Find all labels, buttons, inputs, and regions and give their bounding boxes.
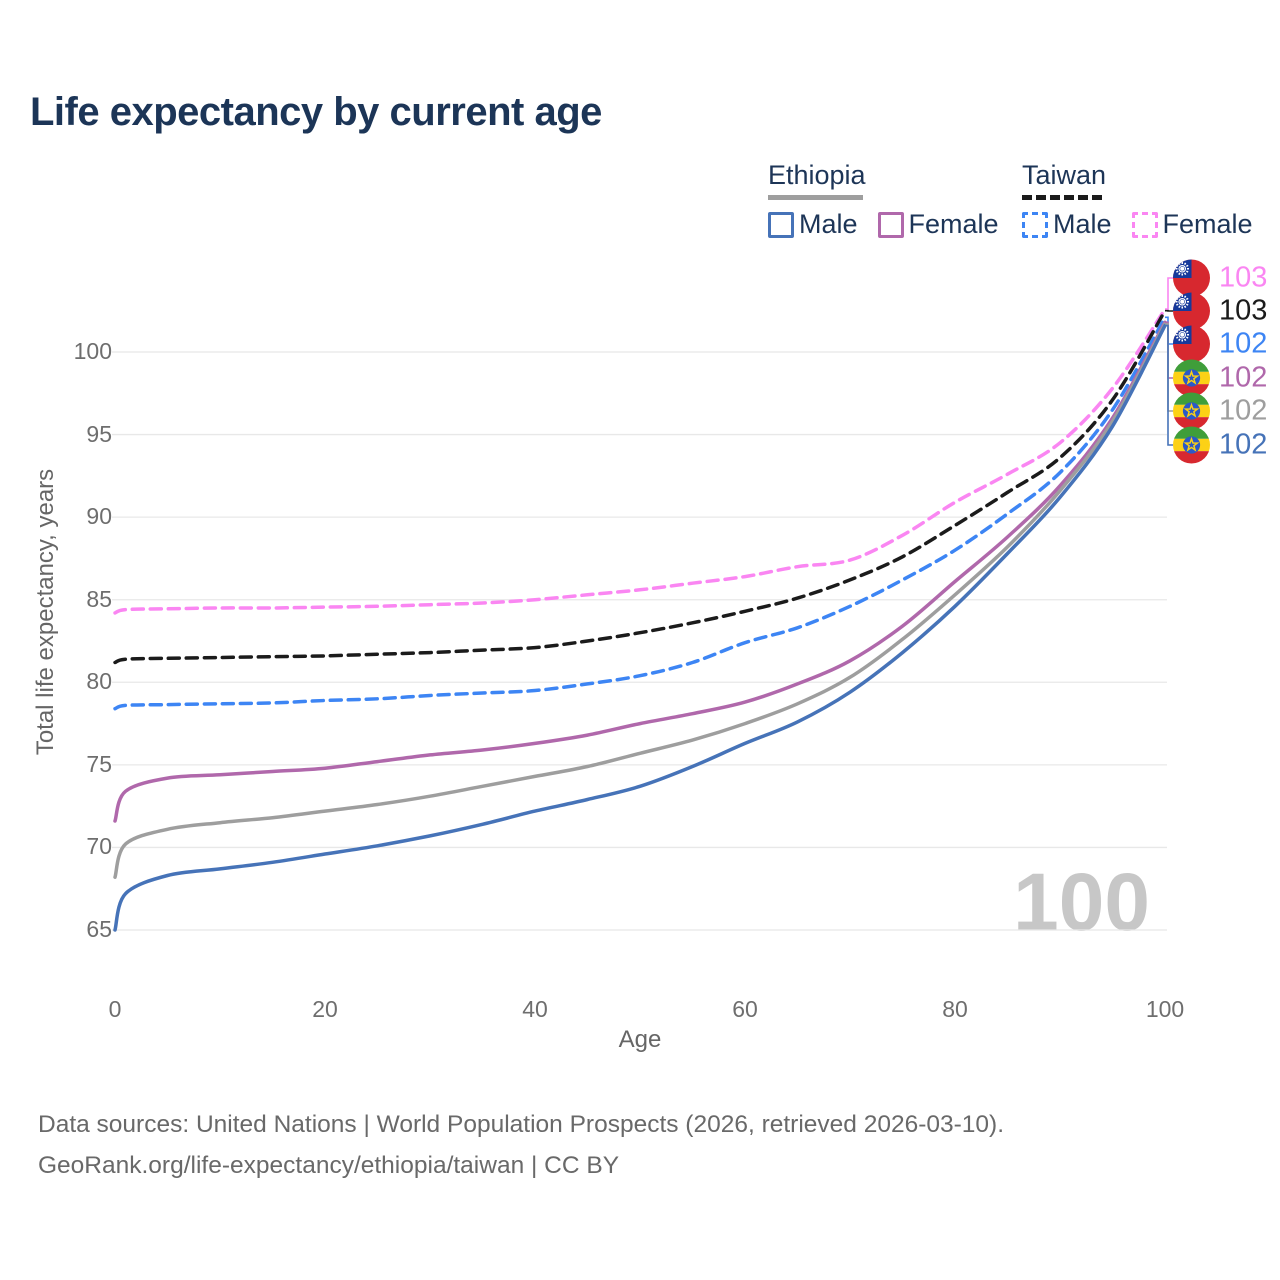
- y-tick-label: 70: [86, 833, 112, 860]
- footer: Data sources: United Nations | World Pop…: [38, 1104, 1004, 1186]
- leader-lines: [1165, 277, 1173, 446]
- ethiopia-male-toggle[interactable]: [768, 211, 794, 238]
- legend-group-ethiopia: Ethiopia Male Female: [768, 160, 999, 240]
- x-tick-label: 0: [108, 996, 122, 1022]
- y-tick-label: 100: [73, 338, 112, 364]
- end-label-value: 103: [1219, 294, 1268, 327]
- leader-line: [1165, 321, 1173, 379]
- end-label-row-ethiopia: 102: [1173, 392, 1268, 430]
- ethiopia-flag-icon: [1173, 392, 1210, 430]
- y-tick-label: 95: [86, 420, 112, 447]
- gridlines: [112, 351, 1167, 931]
- legend-ethiopia-label: Ethiopia: [768, 160, 866, 190]
- taiwan-flag-icon: [1173, 292, 1210, 330]
- series-line-ethiopia-male: [113, 323, 1167, 932]
- end-label-row-ethiopia-female: 102: [1173, 359, 1268, 397]
- end-label-row-taiwan: 103: [1173, 292, 1268, 330]
- x-axis-title: Age: [618, 1026, 662, 1053]
- taiwan-female-label: Female: [1162, 209, 1253, 239]
- y-tick-label: 75: [86, 750, 112, 777]
- leader-line: [1165, 323, 1173, 412]
- x-tick-label: 40: [522, 996, 548, 1022]
- taiwan-female-toggle[interactable]: [1131, 211, 1158, 238]
- end-label-row-taiwan-female: 103: [1173, 259, 1268, 297]
- series-line-ethiopia: [113, 322, 1167, 879]
- end-label-value: 102: [1219, 327, 1268, 360]
- end-label-value: 102: [1219, 361, 1268, 394]
- taiwan-line-style-swatch: [1022, 195, 1102, 200]
- y-tick-label: 65: [86, 916, 112, 942]
- end-label-row-taiwan-male: 102: [1173, 325, 1268, 363]
- end-label-value: 102: [1219, 394, 1268, 427]
- x-tick-label: 20: [312, 996, 338, 1022]
- taiwan-male-toggle[interactable]: [1022, 211, 1048, 238]
- series-lines: [113, 307, 1167, 932]
- taiwan-male-label: Male: [1053, 209, 1112, 239]
- taiwan-flag-icon: [1173, 325, 1210, 363]
- leader-line: [1165, 324, 1173, 446]
- series-line-taiwan: [113, 308, 1167, 665]
- ethiopia-flag-icon: [1173, 426, 1210, 464]
- legend-group-taiwan: Taiwan Male Female: [1022, 160, 1253, 240]
- ethiopia-female-label: Female: [908, 209, 999, 239]
- series-line-taiwan-female: [113, 307, 1167, 615]
- series-line-taiwan-male: [113, 315, 1167, 711]
- ethiopia-male-label: Male: [799, 209, 858, 239]
- ethiopia-line-style-swatch: [768, 195, 863, 200]
- leader-line: [1165, 277, 1173, 310]
- series-line-ethiopia-female: [113, 320, 1167, 823]
- taiwan-flag-icon: [1173, 259, 1210, 297]
- x-tick-label: 100: [1145, 996, 1185, 1022]
- y-tick-label: 80: [86, 668, 112, 695]
- end-label-value: 103: [1219, 261, 1268, 294]
- footer-attribution: GeoRank.org/life-expectancy/ethiopia/tai…: [38, 1152, 620, 1180]
- legend-taiwan-label: Taiwan: [1022, 160, 1107, 190]
- ethiopia-flag-icon: [1173, 359, 1210, 397]
- y-tick-label: 85: [86, 585, 112, 612]
- end-label-row-ethiopia-male: 102: [1173, 426, 1268, 464]
- x-tick-label: 80: [942, 996, 968, 1022]
- footer-data-sources: Data sources: United Nations | World Pop…: [38, 1111, 1005, 1138]
- end-label-value: 102: [1219, 428, 1268, 461]
- x-tick-label: 60: [732, 996, 758, 1022]
- page-title: Life expectancy by current age: [30, 90, 602, 134]
- y-tick-label: 90: [86, 503, 112, 530]
- ethiopia-female-toggle[interactable]: [877, 211, 904, 238]
